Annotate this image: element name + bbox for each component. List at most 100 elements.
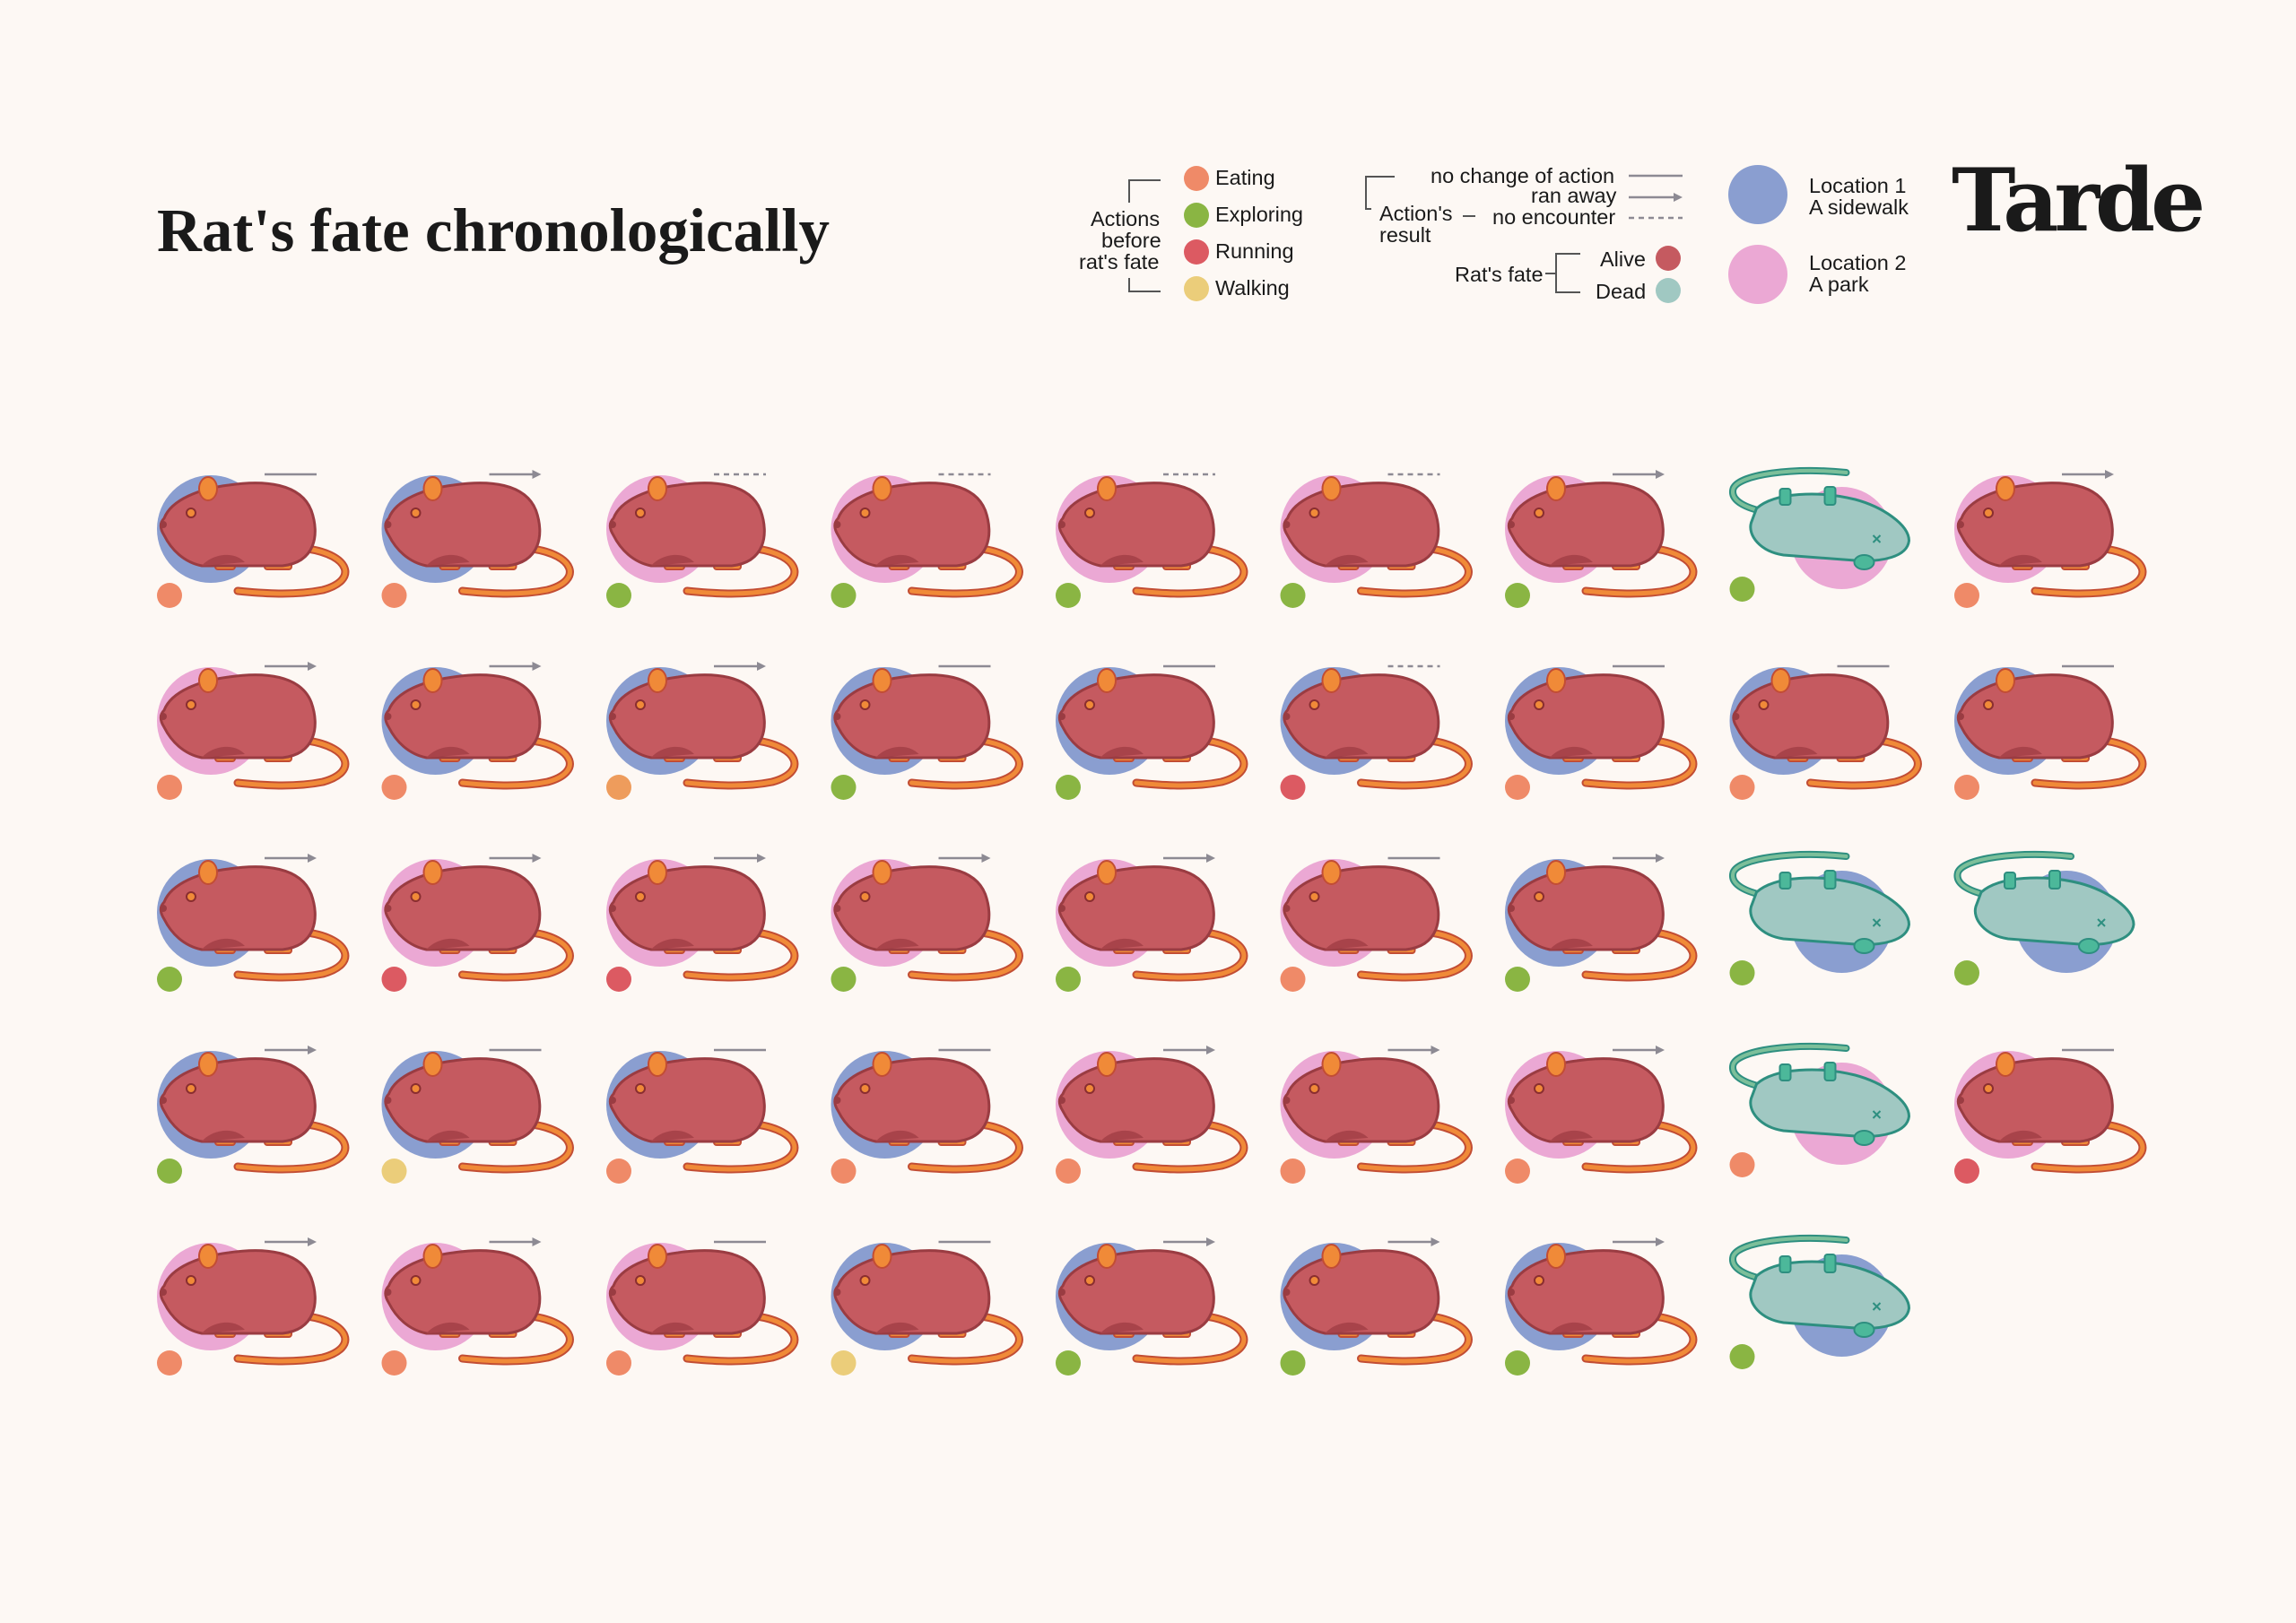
rat-ear [1853,938,1875,954]
legend-exploring-dot [1184,203,1209,228]
result-marker [2062,470,2114,479]
rat-glyph-2 [381,470,574,608]
action-dot [381,967,407,992]
rat-nose [1508,1289,1515,1296]
rat-eye [1084,1083,1095,1094]
action-dot [606,1350,631,1376]
action-dot [381,775,407,800]
action-dot [157,1350,182,1376]
result-marker [265,1046,317,1055]
rat-body [1749,876,1911,946]
rat-ear [1546,1244,1566,1269]
rat-nose [1058,1289,1065,1296]
rat-nose [1058,1097,1065,1104]
rat-ear [1853,554,1875,570]
rat-nose [1283,521,1291,528]
result-marker [938,854,991,863]
action-dot [1056,775,1081,800]
rat-ear [1996,668,2015,693]
action-dot [157,1159,182,1184]
rat-nose [1508,905,1515,912]
rat-glyph-26 [1729,851,1911,985]
result-marker [265,1237,317,1246]
rat-eye [1983,508,1994,518]
result-marker [489,662,542,671]
rat-glyph-32 [1056,1046,1248,1184]
rat-body [1749,492,1911,562]
result-marker [265,854,317,863]
rat-eye [1084,699,1095,710]
rat-ear [872,1244,892,1269]
rat-glyph-28 [157,1046,350,1184]
rat-x-eye [2097,918,2106,927]
action-dot [831,1350,857,1376]
rat-ear [648,1052,667,1077]
rat-nose [609,521,616,528]
rat-ear [422,1244,443,1269]
legend-running-dot [1184,239,1209,265]
results-heading-1: Action's [1379,202,1453,225]
legend-sidewalk-swatch [1728,165,1787,224]
action-dot [831,1159,857,1184]
action-dot [606,1159,631,1184]
rat-ear [422,668,443,693]
legend-dead-dot [1656,278,1681,303]
rat-glyph-41 [1056,1237,1248,1376]
result-marker [489,854,542,863]
rat-glyph-22 [831,854,1023,992]
rat-eye [1309,1275,1320,1286]
action-dot [606,583,631,608]
rat-glyph-4 [831,473,1023,608]
result-marker [1387,1046,1440,1055]
rat-glyph-43 [1505,1237,1698,1376]
action-dot [1954,960,1979,985]
rat-ear [422,476,443,501]
rat-nose [1508,1097,1515,1104]
rat-eye [1309,699,1320,710]
action-dot [1280,967,1306,992]
action-dot [1729,1152,1755,1177]
rat-ear [1097,860,1117,885]
action-dot [606,967,631,992]
legend-location1-line1: Location 1 [1809,174,1907,197]
rat-ear [1321,860,1342,885]
action-dot [1505,967,1530,992]
rat-ear [198,860,218,885]
rat-eye [859,508,871,518]
rat-eye [635,891,646,902]
legend-lines [1128,174,1683,293]
rat-paw [2004,872,2016,890]
action-dot [1056,967,1081,992]
rat-ear [198,1244,218,1269]
rat-nose [609,1097,616,1104]
legend-location2-line2: A park [1809,273,1869,296]
rat-glyph-30 [606,1048,799,1184]
rat-eye [1758,699,1770,710]
action-dot [1954,1159,1979,1184]
rat-ear [1097,1244,1117,1269]
legend-no-encounter-label: no encounter [1492,205,1616,229]
rat-ear [1546,668,1566,693]
rat-ear [198,668,218,693]
action-dot [1954,583,1979,608]
legend-alive-label: Alive [1600,247,1646,271]
rat-nose [160,1289,167,1296]
rat-nose [609,905,616,912]
result-marker [714,662,766,671]
rat-body [1973,876,2135,946]
rat-glyph-17 [1729,664,1922,800]
rat-ear [198,476,218,501]
rat-glyph-9 [1954,470,2147,608]
rat-ear [648,668,667,693]
rat-x-eye [1872,1302,1882,1311]
rat-paw [1823,1062,1837,1081]
rat-nose [160,521,167,528]
rat-nose [833,1097,841,1104]
action-dot [1056,583,1081,608]
rat-ear [1321,476,1342,501]
rat-eye [1309,508,1320,518]
rat-glyph-12 [606,662,799,800]
action-dot [831,775,857,800]
rat-glyph-18 [1954,664,2147,800]
